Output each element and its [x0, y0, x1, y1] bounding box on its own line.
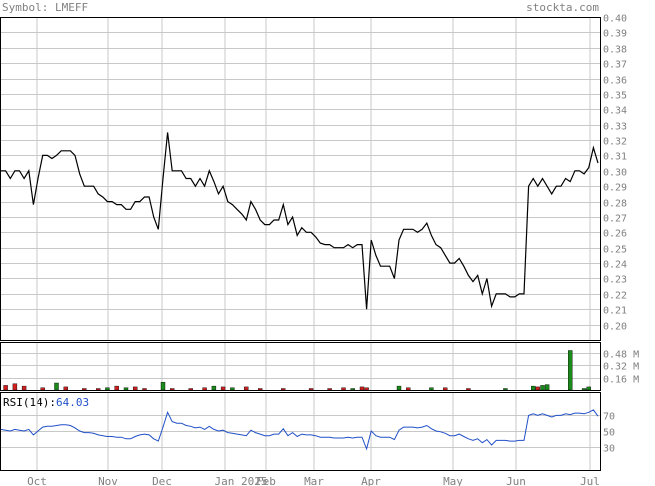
volume-bar: [63, 386, 68, 391]
rsi-panel: RSI(14):64.03 70 50 30: [0, 392, 615, 471]
price-panel: 0.40 0.39 0.38 0.37 0.36 0.35 0.34 0.33 0.32 0.31…: [0, 14, 627, 341]
price-panel-frame: [0, 17, 601, 341]
volume-bar: [396, 385, 402, 391]
volume-bar: [82, 388, 87, 391]
symbol-label: Symbol: LMEFF: [2, 1, 88, 14]
price-tick-label: 0.32: [603, 137, 627, 148]
volume-bar: [535, 386, 540, 391]
price-tick-label: 0.33: [603, 122, 627, 133]
x-tick-label: Apr: [361, 475, 381, 486]
volume-bar: [230, 387, 235, 391]
price-tick-label: 0.24: [603, 260, 627, 271]
volume-bar: [244, 386, 249, 391]
price-tick-label: 0.37: [603, 60, 627, 71]
volume-bar: [540, 385, 545, 391]
price-tick-label: 0.30: [603, 168, 627, 179]
x-tick-label: May: [443, 475, 463, 486]
price-tick-label: 0.31: [603, 152, 627, 163]
volume-bar: [350, 388, 355, 391]
volume-bar: [281, 388, 286, 391]
volume-bar: [359, 386, 365, 391]
volume-bar: [466, 388, 471, 391]
volume-bar: [211, 385, 217, 391]
price-tick-label: 0.20: [603, 322, 627, 333]
rsi-label-prefix: RSI(14):: [3, 396, 56, 409]
volume-bar: [544, 384, 550, 391]
x-tick-label: Jan 2025: [215, 475, 268, 486]
price-tick-label: 0.28: [603, 199, 627, 210]
x-tick-label: Oct: [27, 475, 47, 486]
price-tick-label: 0.39: [603, 29, 627, 40]
volume-bar: [364, 387, 369, 391]
price-tick-label: 0.35: [603, 91, 627, 102]
volume-bar: [531, 385, 536, 391]
x-tick-label: Nov: [98, 475, 118, 486]
price-tick-label: 0.29: [603, 183, 627, 194]
volume-bar: [169, 388, 175, 391]
volume-bar: [341, 387, 346, 391]
x-tick-label: Jul: [580, 475, 600, 486]
volume-bar: [220, 386, 226, 391]
volume-bar: [95, 388, 101, 391]
x-tick-label: Jun: [506, 475, 526, 486]
volume-bar: [503, 388, 508, 391]
x-tick-label: Mar: [304, 475, 324, 486]
volume-bar: [258, 388, 263, 391]
volume-bar: [443, 387, 448, 391]
volume-bar: [21, 385, 27, 391]
volume-panel: 0.48 M0.32 M 0.16 M: [0, 342, 639, 391]
volume-bar: [568, 350, 573, 391]
volume-tick-label: 0.16 M: [603, 375, 639, 386]
rsi-tick-label: 30: [603, 444, 615, 455]
volume-bar: [132, 386, 138, 391]
price-tick-label: 0.27: [603, 214, 627, 225]
rsi-label-value: 64.03: [56, 396, 89, 409]
price-tick-label: 0.22: [603, 291, 627, 302]
volume-tick-label: 0.32 M: [603, 362, 639, 373]
x-tick-label: Feb: [256, 475, 276, 486]
volume-bar: [142, 388, 147, 391]
volume-bar: [160, 382, 166, 391]
volume-bar: [406, 387, 411, 391]
volume-panel-frame: [0, 342, 601, 391]
volume-bar: [123, 387, 129, 391]
price-line: [1, 132, 599, 310]
rsi-label: RSI(14):64.03: [3, 396, 89, 409]
price-tick-label: 0.26: [603, 229, 627, 240]
site-label: stockta.com: [526, 1, 599, 14]
volume-bar: [114, 385, 119, 391]
volume-bar: [105, 387, 110, 391]
price-tick-label: 0.38: [603, 45, 627, 56]
rsi-panel-frame: [0, 392, 601, 471]
volume-bar: [586, 386, 591, 391]
volume-bar: [54, 382, 59, 391]
price-tick-label: 0.34: [603, 106, 627, 117]
price-tick-label: 0.40: [603, 14, 627, 25]
price-tick-label: 0.23: [603, 275, 627, 286]
volume-bar: [429, 387, 434, 391]
volume-bar: [327, 388, 332, 391]
volume-bar: [308, 388, 314, 391]
price-tick-label: 0.25: [603, 245, 627, 256]
volume-bar: [3, 385, 8, 391]
volume-bar: [202, 387, 207, 391]
volume-tick-label: 0.48 M: [603, 350, 639, 361]
volume-bar: [12, 383, 18, 391]
price-tick-label: 0.36: [603, 76, 627, 87]
x-tick-label: Dec: [152, 475, 172, 486]
volume-bar: [581, 388, 587, 391]
price-tick-label: 0.21: [603, 306, 627, 317]
volume-bar: [188, 388, 193, 391]
rsi-tick-label: 70: [603, 412, 615, 423]
volume-bar: [40, 387, 45, 391]
rsi-line: [0, 409, 599, 451]
rsi-tick-label: 50: [603, 428, 615, 439]
